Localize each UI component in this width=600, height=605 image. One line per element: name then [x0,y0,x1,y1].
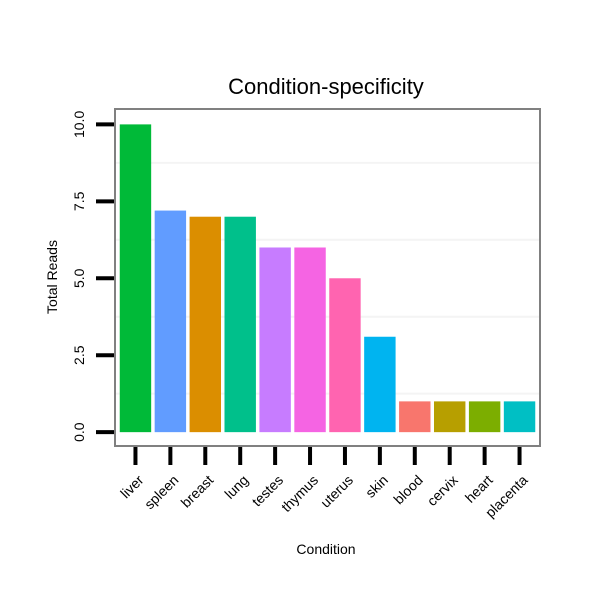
x-axis-title: Condition [296,541,355,557]
x-tick-label-skin: skin [362,472,391,501]
bar-liver [119,124,152,433]
x-tick-label-lung: lung [221,472,251,502]
bar-skin [364,336,396,433]
bar-testes [259,247,291,433]
x-tick-label-uterus: uterus [317,472,356,511]
y-tick-label: 2.5 [71,345,87,365]
x-tick-label-thymus: thymus [278,472,321,515]
bar-layer [119,124,536,433]
x-tick-label-liver: liver [117,472,147,502]
bar-blood [399,401,431,433]
bar-breast [189,216,222,433]
y-tick-label: 10.0 [71,111,87,138]
y-tick-label: 7.5 [71,191,87,211]
chart-title: Condition-specificity [228,74,424,99]
bar-uterus [329,278,361,433]
bar-placenta [503,401,536,433]
bar-spleen [154,210,187,433]
y-axis: 0.0 2.5 5.0 7.5 10.0 [71,111,114,442]
x-tick-label-cervix: cervix [424,472,461,509]
bar-cervix [433,401,466,433]
y-tick-label: 5.0 [71,268,87,288]
bar-heart [468,401,501,433]
x-tick-label-breast: breast [178,472,217,511]
y-tick-label: 0.0 [71,422,87,442]
bar-thymus [294,247,326,433]
plot-panel-border [114,108,541,447]
y-axis-title: Total Reads [44,240,60,314]
bar-lung [224,216,256,433]
x-tick-label-spleen: spleen [141,472,181,512]
x-tick-label-blood: blood [390,472,426,508]
